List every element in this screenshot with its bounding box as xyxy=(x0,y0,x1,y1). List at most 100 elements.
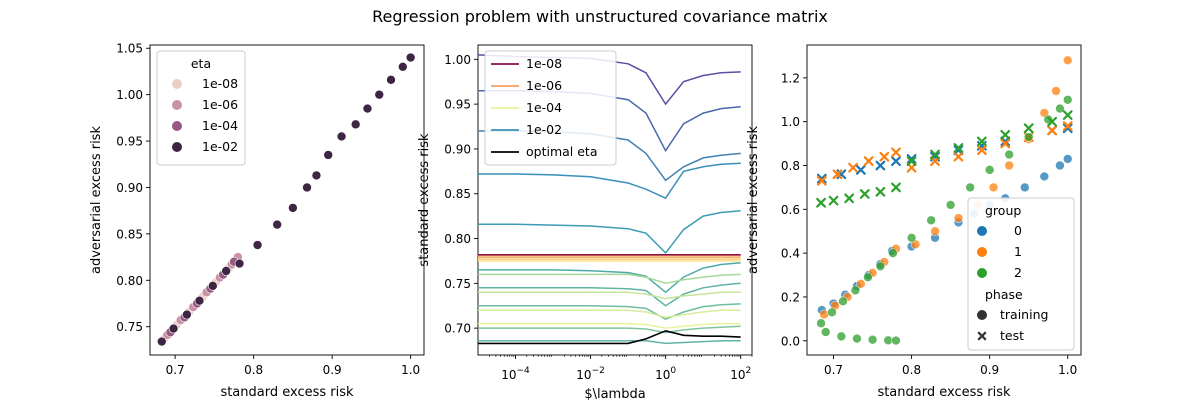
data-point xyxy=(1039,171,1050,182)
data-point xyxy=(953,213,964,223)
data-point xyxy=(976,136,987,147)
data-point xyxy=(1051,86,1061,96)
legend-marker xyxy=(172,121,182,131)
legend-label: 1e-08 xyxy=(526,56,562,71)
x-tick-label: 1.0 xyxy=(401,363,420,377)
y-tick-label: 0.2 xyxy=(781,290,800,304)
y-tick-label: 0.95 xyxy=(116,135,143,149)
axes-frame xyxy=(149,44,425,356)
data-point xyxy=(168,323,179,334)
legend-label: 1e-06 xyxy=(526,78,562,93)
y-tick-label: 0.75 xyxy=(444,277,471,291)
data-point xyxy=(1047,116,1058,127)
data-point xyxy=(362,103,373,114)
data-point xyxy=(863,156,874,167)
series-line xyxy=(478,210,741,255)
y-tick-label: 0.4 xyxy=(781,247,800,261)
data-point xyxy=(156,336,167,347)
y-tick-label: 1.2 xyxy=(781,71,800,85)
data-point xyxy=(906,154,917,164)
y-tick-label: 0.70 xyxy=(444,322,471,336)
data-point xyxy=(953,151,964,162)
y-tick-label: 1.00 xyxy=(444,53,471,67)
legend-label: 1e-04 xyxy=(202,118,238,133)
x-tick-label: 0.8 xyxy=(902,363,921,377)
data-point xyxy=(930,149,940,160)
data-point xyxy=(252,240,263,250)
y-tick-label: 0.6 xyxy=(781,203,800,217)
data-point xyxy=(1047,125,1058,136)
data-point xyxy=(984,165,995,175)
x-tick-label: 0.7 xyxy=(166,363,185,377)
y-tick-label: 0.75 xyxy=(116,320,143,334)
data-point xyxy=(836,331,847,342)
data-point xyxy=(965,182,975,193)
chart-panel-group-scatter: 0.7 0.8 0.9 1.0 0.0 0.2 0.4 0.6 0.8 1.0 1.2 standar… xyxy=(746,44,1082,400)
x-tick-label: 1.0 xyxy=(1058,363,1077,377)
data-point xyxy=(848,162,858,173)
legend-label: 0 xyxy=(1014,223,1022,238)
legend-marker xyxy=(172,100,182,110)
data-point xyxy=(827,307,837,318)
data-point xyxy=(844,193,855,204)
x-axis-label: standard excess risk xyxy=(220,385,354,400)
data-point xyxy=(272,219,282,230)
data-point xyxy=(891,156,901,167)
y-tick-label: 0.80 xyxy=(444,232,471,246)
data-point xyxy=(1062,121,1073,131)
axes-frame xyxy=(806,44,1082,356)
series-line xyxy=(478,329,741,345)
legend-label: training xyxy=(1000,307,1048,322)
y-tick-label: 0.80 xyxy=(116,274,143,288)
legend-label: test xyxy=(1000,328,1024,343)
x-tick-label: 10−4 xyxy=(501,366,530,382)
series-line xyxy=(478,309,741,319)
figure-title: Regression problem with unstructured cov… xyxy=(372,7,828,26)
data-point xyxy=(891,335,901,346)
x-axis-label: standard excess risk xyxy=(877,385,1011,400)
data-point xyxy=(1004,149,1014,160)
data-point xyxy=(1055,160,1065,171)
data-point xyxy=(386,75,396,85)
y-tick-label: 0.90 xyxy=(444,142,471,156)
legend-title: eta xyxy=(191,56,211,71)
data-point xyxy=(867,334,878,345)
data-point xyxy=(1004,160,1014,171)
y-tick-label: 0.0 xyxy=(781,334,800,348)
y-tick-label: 1.00 xyxy=(116,88,143,102)
y-tick-label: 1.05 xyxy=(116,42,143,56)
series-line xyxy=(478,273,741,285)
data-point xyxy=(1000,138,1011,149)
legend-marker xyxy=(172,142,182,152)
data-point xyxy=(906,156,917,167)
data-point xyxy=(855,164,866,175)
data-point xyxy=(1000,129,1011,140)
chart-panel-lambda-lines: 10−4 10−2 100 102 0.70 0.75 0.80 0.85 0.90 0.95 1.… xyxy=(417,44,753,400)
legend-title: group xyxy=(985,203,1021,218)
y-axis-label: standard excess risk xyxy=(417,133,432,267)
legend-label: 1e-02 xyxy=(526,122,562,137)
legend-title: phase xyxy=(985,287,1023,302)
legend-label: 2 xyxy=(1014,265,1022,280)
y-tick-label: 0.85 xyxy=(116,227,143,241)
series-line xyxy=(478,322,741,329)
data-point xyxy=(1062,123,1073,134)
x-tick-label: 0.9 xyxy=(980,363,999,377)
chart-panel-eta-scatter: 0.7 0.8 0.9 1.0 0.75 0.80 0.85 0.90 0.95 1.00 1.05… xyxy=(89,42,425,400)
legend-label: 1e-02 xyxy=(202,139,238,154)
data-point xyxy=(875,160,886,171)
data-point xyxy=(976,145,987,156)
series-line xyxy=(478,303,741,321)
data-point xyxy=(1023,123,1034,134)
series-line xyxy=(478,325,741,334)
data-point xyxy=(1043,114,1054,125)
data-point xyxy=(1019,182,1030,193)
plot-area xyxy=(156,52,416,347)
data-point xyxy=(350,119,361,130)
legend-label: 1e-06 xyxy=(202,97,238,112)
axes-frame xyxy=(477,44,753,356)
x-tick-label: 0.7 xyxy=(824,363,843,377)
data-point xyxy=(398,62,408,72)
data-point xyxy=(311,170,322,181)
